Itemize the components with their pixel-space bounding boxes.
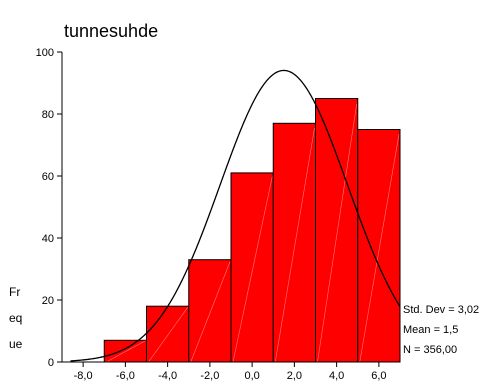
x-tick-label: -8,0 [74,370,93,382]
y-tick-label: 80 [42,109,54,121]
chart-title: tunnesuhde [64,21,158,41]
x-tick-label: 4,0 [329,370,344,382]
x-tick-label: -6,0 [116,370,135,382]
stat-std-dev: Std. Dev = 3,02 [403,304,479,316]
y-axis-label-line-2: eq [9,311,22,325]
bar-hatch-line [359,134,400,363]
bar-hatch-line [317,103,358,363]
x-tick-label: 6,0 [371,370,386,382]
y-axis-label-line-1: Fr [9,285,20,299]
y-axis-label-line-3: ue [9,337,23,351]
y-tick-label: 40 [42,233,54,245]
x-tick-label: 2,0 [287,370,302,382]
x-ticks-group: -8,0 -6,0 -4,0 -2,0 0,0 2,0 4,0 6,0 [74,362,387,382]
y-tick-label: 20 [42,295,54,307]
bar-hatch-line [106,340,146,363]
x-tick-label: 0,0 [244,370,259,382]
stat-mean: Mean = 1,5 [403,324,458,336]
y-ticks-group: 0 20 40 60 80 100 [36,47,62,369]
y-tick-label: 100 [36,47,54,59]
bar-hatch-line [274,128,315,363]
bar-hatch-line [190,261,231,363]
bar-hatch-line [148,307,188,363]
stat-n: N = 356,00 [403,344,457,356]
stats-box: Std. Dev = 3,02 Mean = 1,5 N = 356,00 [403,304,479,356]
x-tick-label: -4,0 [158,370,177,382]
axes-group [61,52,400,363]
normal-curve [70,69,401,362]
x-tick-label: -2,0 [200,370,219,382]
y-tick-label: 0 [48,357,54,369]
bar-hatch-line [232,176,273,363]
y-tick-label: 60 [42,171,54,183]
y-axis-label: Fr eq ue [9,285,23,351]
bars-group [103,98,401,363]
hatch-group [106,103,400,363]
